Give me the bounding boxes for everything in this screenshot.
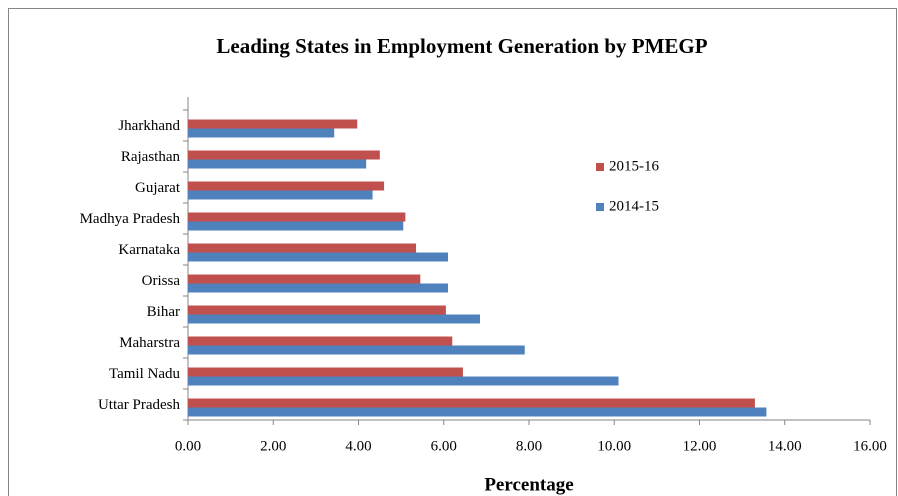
x-axis-label: Percentage <box>484 474 573 495</box>
y-tick-label: Tamil Nadu <box>109 366 181 382</box>
x-tick-label: 16.00 <box>853 438 887 454</box>
bar <box>188 314 480 324</box>
bar <box>188 376 619 386</box>
y-tick-label: Gujarat <box>135 180 181 196</box>
bar <box>188 212 406 222</box>
bar <box>188 119 358 129</box>
bar <box>188 305 446 315</box>
y-tick-label: Karnataka <box>118 242 180 258</box>
x-tick-label: 0.00 <box>175 438 201 454</box>
bar <box>188 243 417 253</box>
y-tick-label: Orissa <box>142 273 181 289</box>
y-tick-label: Uttar Pradesh <box>98 397 181 413</box>
y-tick-label: Maharstra <box>119 335 180 351</box>
x-tick-label: 10.00 <box>597 438 631 454</box>
bar <box>188 398 755 408</box>
y-tick-label: Madhya Pradesh <box>80 211 181 227</box>
bar <box>188 345 525 355</box>
legend-swatch <box>596 203 604 211</box>
legend-label: 2015-16 <box>609 158 659 174</box>
x-tick-label: 6.00 <box>431 438 457 454</box>
x-tick-label: 2.00 <box>260 438 286 454</box>
x-tick-label: 4.00 <box>345 438 371 454</box>
legend-label: 2014-15 <box>609 198 659 214</box>
legend-swatch <box>596 163 604 171</box>
bar <box>188 336 453 346</box>
bar <box>188 283 449 293</box>
y-tick-label: Jharkhand <box>118 118 180 134</box>
bar <box>188 274 421 284</box>
bar <box>188 367 463 377</box>
x-tick-label: 8.00 <box>516 438 542 454</box>
bar <box>188 252 449 262</box>
bar <box>188 128 335 138</box>
y-tick-label: Rajasthan <box>121 149 181 165</box>
chart-title: Leading States in Employment Generation … <box>216 34 707 58</box>
x-tick-label: 14.00 <box>768 438 802 454</box>
bar <box>188 150 380 160</box>
x-tick-label: 12.00 <box>683 438 717 454</box>
bar <box>188 407 767 417</box>
bar <box>188 181 385 191</box>
bar <box>188 190 373 200</box>
bar <box>188 221 404 231</box>
y-tick-label: Bihar <box>147 304 180 320</box>
bar <box>188 159 367 169</box>
